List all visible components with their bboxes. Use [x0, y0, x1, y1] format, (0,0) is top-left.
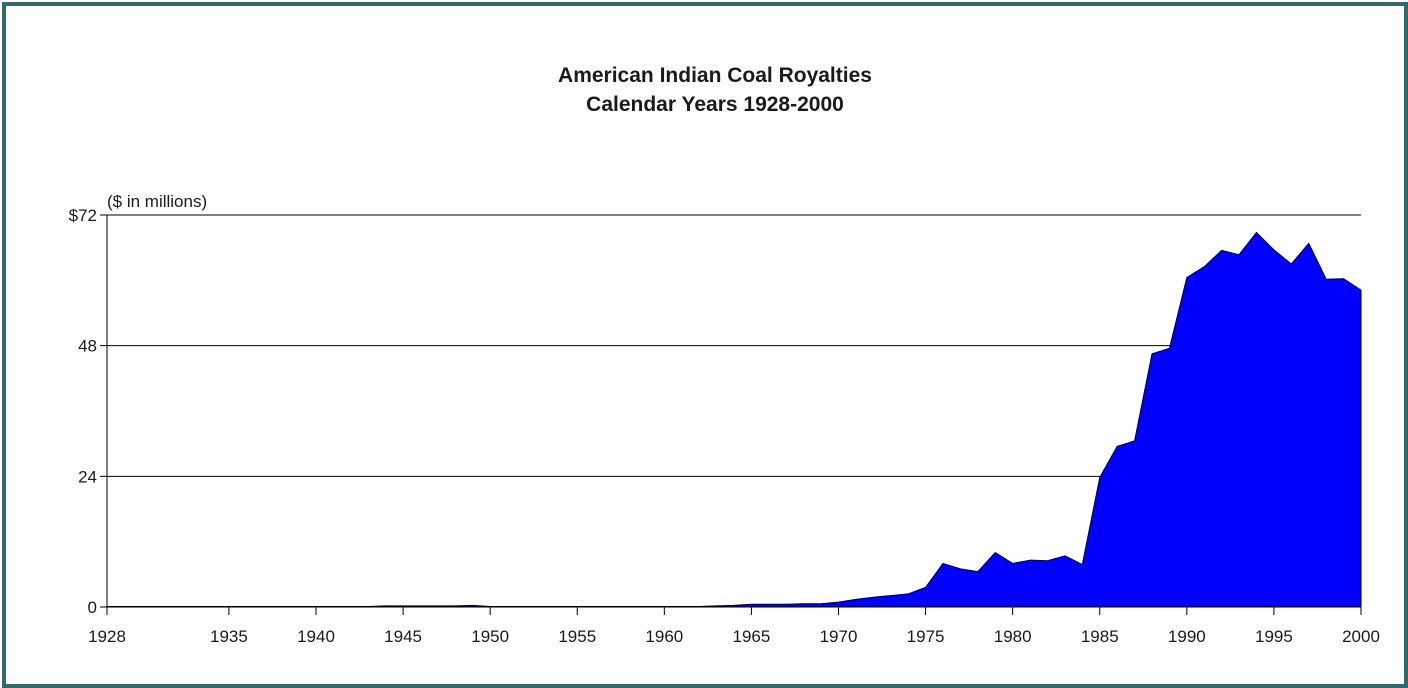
y-tick-label-24: 24 — [78, 467, 97, 486]
x-tick-label-1928: 1928 — [88, 627, 126, 646]
area-series — [106, 231, 1362, 608]
y-tick-label-0: 0 — [88, 598, 97, 617]
royalties-area — [106, 231, 1362, 608]
x-tick-label-1950: 1950 — [471, 627, 509, 646]
x-tick-label-1960: 1960 — [645, 627, 683, 646]
x-tick-label-1965: 1965 — [733, 627, 771, 646]
axes — [100, 214, 1362, 615]
y-tick-label-48: 48 — [78, 337, 97, 356]
x-tick-labels: 1928 1935 1940 1945 1950 1955 1960 1965 1970 1975… — [88, 627, 1380, 646]
x-tick-label-1955: 1955 — [558, 627, 596, 646]
y-unit-label: ($ in millions) — [107, 192, 207, 211]
y-tick-label-72: $72 — [69, 206, 97, 225]
x-tick-label-1990: 1990 — [1168, 627, 1206, 646]
x-tick-label-1985: 1985 — [1081, 627, 1119, 646]
x-tick-label-2000: 2000 — [1342, 627, 1380, 646]
chart-title: American Indian Coal Royalties — [558, 64, 872, 87]
x-tick-label-1935: 1935 — [210, 627, 248, 646]
chart-subtitle: Calendar Years 1928-2000 — [586, 93, 844, 116]
x-tick-label-1980: 1980 — [994, 627, 1032, 646]
y-tick-labels: 0 24 48 $72 — [69, 206, 97, 617]
x-tick-label-1945: 1945 — [384, 627, 422, 646]
x-tick-label-1995: 1995 — [1255, 627, 1293, 646]
x-tick-label-1940: 1940 — [297, 627, 335, 646]
x-tick-label-1970: 1970 — [820, 627, 858, 646]
x-tick-label-1975: 1975 — [907, 627, 945, 646]
